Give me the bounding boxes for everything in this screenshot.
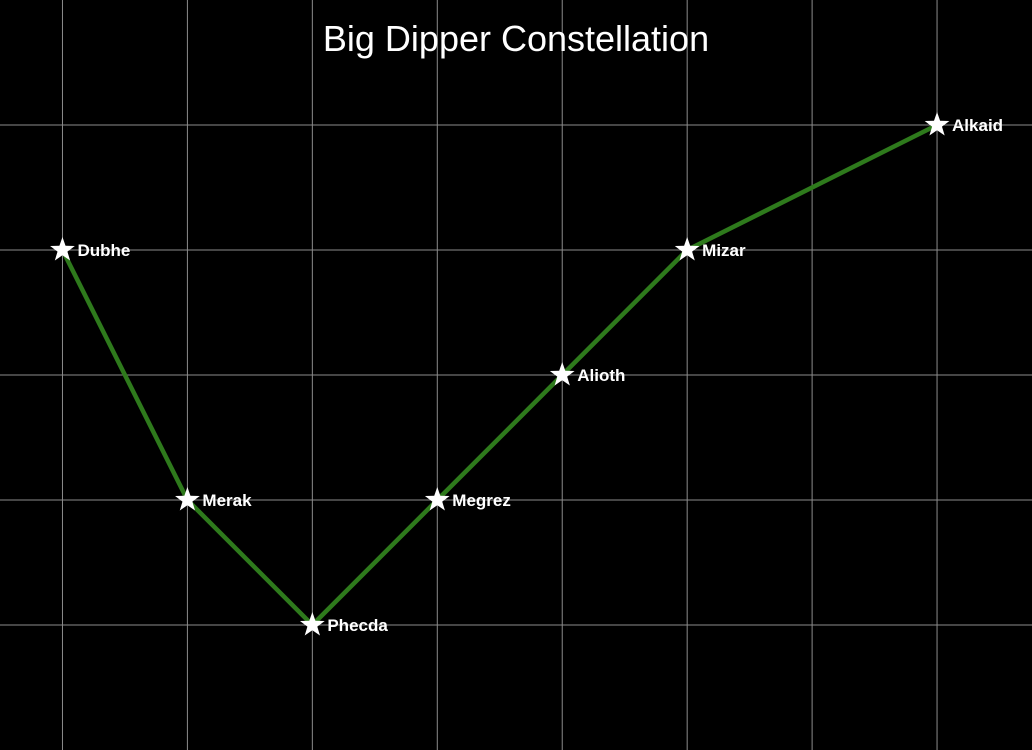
star-label-alkaid: Alkaid	[952, 116, 1003, 135]
star-marker-dubhe	[50, 237, 75, 261]
star-marker-mizar	[674, 237, 700, 261]
star-label-megrez: Megrez	[452, 491, 511, 510]
star-label-mizar: Mizar	[702, 241, 746, 260]
star-label-alioth: Alioth	[577, 366, 625, 385]
chart-title: Big Dipper Constellation	[323, 18, 709, 59]
star-label-phecda: Phecda	[327, 616, 388, 635]
star-marker-alkaid	[924, 112, 950, 136]
star-labels: Dubhe Merak Phecda Megrez Alioth Mizar Alkaid	[77, 116, 1003, 635]
star-marker-phecda	[299, 612, 325, 636]
star-marker-megrez	[424, 487, 450, 511]
star-label-merak: Merak	[202, 491, 252, 510]
star-marker-alioth	[549, 362, 575, 386]
star-marker-merak	[175, 487, 200, 511]
stars	[50, 112, 950, 636]
star-label-dubhe: Dubhe	[77, 241, 130, 260]
